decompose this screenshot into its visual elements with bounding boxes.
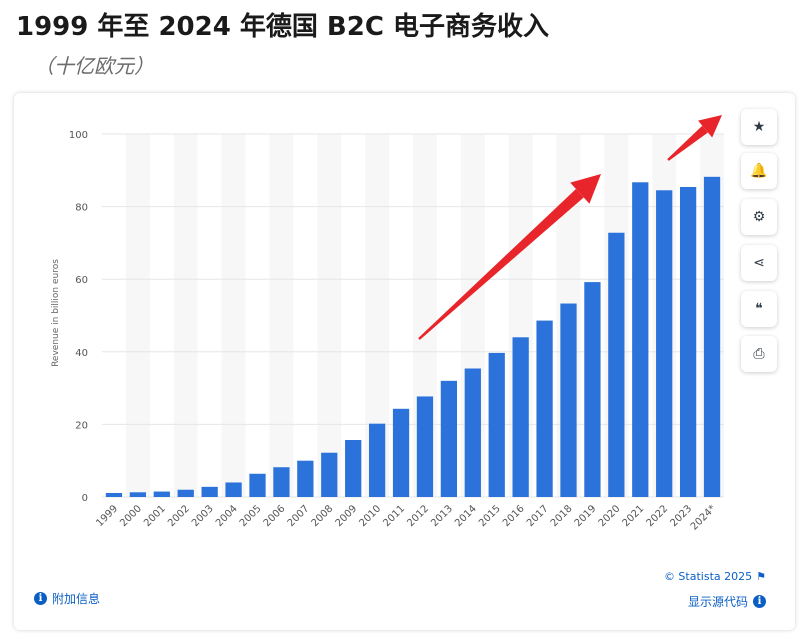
bar-2015[interactable]: [488, 352, 505, 497]
x-tick-label: 2013: [429, 503, 455, 529]
favorite-button[interactable]: ★: [741, 109, 777, 145]
x-tick-label: 2019: [573, 503, 599, 529]
show-source-label: 显示源代码: [687, 595, 748, 609]
copyright-text: © Statista 2025: [663, 570, 753, 583]
bar-2004[interactable]: [225, 482, 242, 497]
info-icon: i: [34, 592, 47, 605]
bar-2001[interactable]: [153, 491, 170, 497]
chart-bars: [105, 176, 721, 498]
bar-2011[interactable]: [392, 408, 410, 497]
chart-annotations: [418, 115, 722, 340]
info-icon: i: [753, 595, 766, 608]
share-button[interactable]: ⋖: [741, 245, 777, 281]
gear-icon: ⚙: [752, 209, 766, 225]
x-tick-label: 2020: [597, 503, 623, 529]
x-tick-label: 2001: [142, 503, 168, 529]
x-tick-label: 2006: [262, 503, 288, 529]
settings-button[interactable]: ⚙: [741, 199, 777, 235]
page-subtitle: （十亿欧元）: [34, 54, 154, 78]
share-icon: ⋖: [753, 255, 765, 271]
bar-2023[interactable]: [679, 186, 697, 498]
x-tick-label: 2016: [501, 503, 527, 529]
x-tick-label: 2009: [334, 503, 360, 529]
chart-band: [221, 134, 246, 497]
chart-band: [125, 134, 150, 497]
bar-2005[interactable]: [249, 473, 266, 497]
x-tick-label: 2000: [118, 503, 144, 529]
y-axis-label: Revenue in billion euros: [51, 259, 61, 367]
y-tick-label: 80: [75, 203, 88, 214]
chart-band: [173, 134, 198, 497]
bar-2016[interactable]: [512, 337, 529, 497]
y-tick-label: 60: [75, 275, 88, 286]
bar-2000[interactable]: [129, 492, 147, 497]
bell-icon: 🔔: [750, 163, 768, 179]
x-axis-ticks: 1999200020012002200320042005200620072008…: [94, 503, 718, 532]
x-tick-label: 2010: [357, 503, 383, 529]
notification-button[interactable]: 🔔: [741, 153, 777, 189]
x-tick-label: 2004: [214, 503, 240, 529]
bar-2014[interactable]: [464, 368, 481, 497]
chart-band: [269, 134, 294, 497]
show-source-link[interactable]: 显示源代码 i: [688, 593, 766, 610]
bar-2007[interactable]: [297, 460, 314, 497]
bar-2017[interactable]: [536, 320, 553, 497]
bar-2024[interactable]: [703, 176, 721, 498]
x-tick-label: 2018: [549, 503, 575, 529]
red-arrow: [667, 115, 722, 161]
chart-band: [317, 134, 342, 497]
cite-button[interactable]: ❝: [741, 291, 777, 327]
additional-info-label: 附加信息: [52, 592, 101, 606]
x-tick-label: 2003: [190, 503, 216, 529]
bar-2021[interactable]: [632, 182, 649, 498]
bar-2012[interactable]: [416, 396, 434, 497]
print-button[interactable]: ⎙: [741, 336, 777, 372]
x-tick-label: 2021: [621, 503, 647, 529]
y-axis-ticks: 0 20 40 60 80 100: [69, 130, 88, 504]
x-tick-label: 2012: [405, 503, 431, 529]
red-arrow: [418, 174, 601, 340]
bar-2010[interactable]: [368, 423, 386, 497]
y-tick-label: 0: [82, 493, 88, 504]
star-icon: ★: [752, 119, 766, 135]
x-tick-label: 2007: [286, 503, 312, 529]
y-tick-label: 100: [69, 130, 88, 141]
bar-2019[interactable]: [584, 282, 601, 497]
y-tick-label: 20: [75, 420, 88, 431]
quote-icon: ❝: [755, 301, 763, 317]
x-tick-label: 2011: [381, 503, 407, 529]
bar-2013[interactable]: [440, 380, 458, 497]
chart-band: [365, 134, 390, 497]
x-tick-label: 2014: [453, 503, 479, 529]
x-tick-label: 2024*: [689, 503, 718, 532]
bar-2003[interactable]: [201, 486, 218, 497]
bar-2008[interactable]: [321, 452, 338, 497]
x-tick-label: 2022: [645, 503, 671, 529]
x-tick-label: 2017: [525, 503, 551, 529]
x-tick-label: 2002: [166, 503, 192, 529]
bar-2002[interactable]: [177, 489, 194, 497]
additional-info-link[interactable]: i 附加信息: [34, 590, 100, 607]
x-tick-label: 2008: [310, 503, 336, 529]
bar-2009[interactable]: [345, 440, 362, 497]
page-title: 1999 年至 2024 年德国 B2C 电子商务收入: [16, 12, 549, 42]
bar-1999[interactable]: [105, 493, 123, 497]
flag-icon: ⚑: [756, 570, 766, 583]
bar-2018[interactable]: [560, 303, 577, 497]
x-tick-label: 2015: [477, 503, 503, 529]
printer-icon: ⎙: [753, 346, 765, 362]
bar-2006[interactable]: [273, 467, 290, 497]
bar-2022[interactable]: [656, 190, 673, 497]
x-tick-label: 2005: [238, 503, 264, 529]
bar-2020[interactable]: [608, 232, 625, 497]
copyright-notice: © Statista 2025 ⚑: [664, 570, 766, 583]
x-tick-label: 1999: [94, 503, 120, 529]
y-tick-label: 40: [75, 348, 88, 359]
